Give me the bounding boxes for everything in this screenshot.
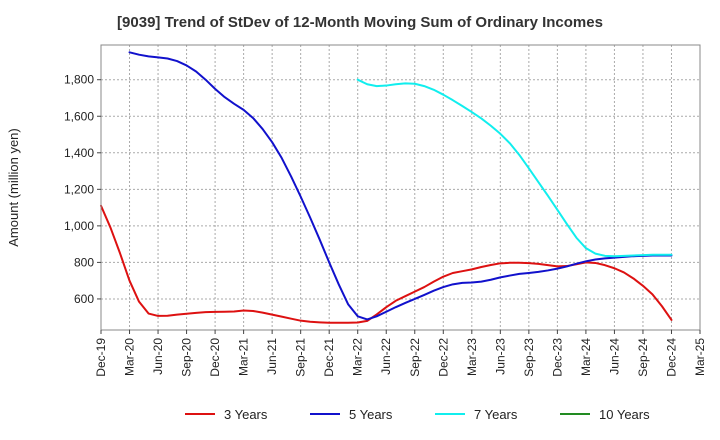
x-tick-label: Dec-22	[436, 338, 450, 377]
x-tick-label: Mar-23	[465, 338, 479, 376]
x-tick-label: Jun-24	[607, 338, 621, 375]
legend-label: 3 Years	[224, 407, 268, 422]
x-tick-label: Sep-23	[522, 338, 536, 377]
x-tick-label: Jun-22	[379, 338, 393, 375]
legend: 3 Years 5 Years 7 Years 10 Years	[185, 407, 650, 422]
x-tick-label: Mar-24	[579, 338, 593, 376]
x-tick-label: Dec-21	[322, 338, 336, 377]
x-tick-label: Sep-24	[636, 338, 650, 377]
legend-label: 10 Years	[599, 407, 650, 422]
x-tick-label: Dec-24	[664, 338, 678, 377]
x-tick-label: Dec-19	[94, 338, 108, 377]
y-tick-label: 1,000	[64, 219, 94, 233]
legend-item: 7 Years	[435, 407, 518, 422]
series-line-7-years	[356, 78, 673, 258]
x-tick-label: Sep-20	[180, 338, 194, 377]
y-tick-label: 1,400	[64, 146, 94, 160]
series-line-5-years	[128, 51, 673, 321]
y-axis-ticks: 600 800 1,000 1,200 1,400 1,600 1,800	[64, 73, 101, 306]
legend-label: 7 Years	[474, 407, 518, 422]
y-tick-label: 1,800	[64, 73, 94, 87]
x-tick-label: Mar-20	[123, 338, 137, 376]
x-tick-label: Sep-21	[294, 338, 308, 377]
legend-label: 5 Years	[349, 407, 393, 422]
x-tick-label: Dec-23	[550, 338, 564, 377]
x-tick-label: Dec-20	[208, 338, 222, 377]
legend-item: 10 Years	[560, 407, 650, 422]
grid-lines	[100, 45, 701, 330]
x-tick-label: Jun-23	[493, 338, 507, 375]
y-axis-label: Amount (million yen)	[6, 128, 21, 247]
x-tick-label: Mar-21	[237, 338, 251, 376]
x-tick-label: Sep-22	[408, 338, 422, 377]
series-lines	[100, 51, 673, 324]
x-tick-label: Mar-22	[351, 338, 365, 376]
x-tick-label: Mar-25	[693, 338, 707, 376]
x-tick-label: Jun-20	[151, 338, 165, 375]
legend-item: 5 Years	[310, 407, 393, 422]
y-tick-label: 1,200	[64, 182, 94, 196]
x-axis-ticks: Dec-19 Mar-20 Jun-20 Sep-20 Dec-20 Mar-21 Jun-…	[94, 330, 707, 377]
y-tick-label: 800	[74, 255, 94, 269]
chart-title: [9039] Trend of StDev of 12-Month Moving…	[117, 14, 603, 31]
legend-item: 3 Years	[185, 407, 268, 422]
y-tick-label: 1,600	[64, 109, 94, 123]
plot-area-frame	[100, 44, 701, 331]
y-tick-label: 600	[74, 292, 94, 306]
x-tick-label: Jun-21	[265, 338, 279, 375]
